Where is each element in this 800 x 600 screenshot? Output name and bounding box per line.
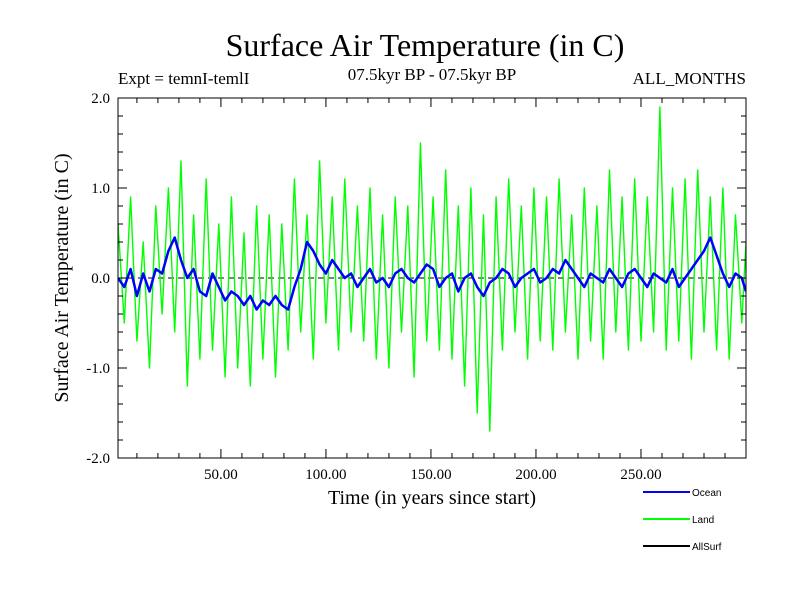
chart-subtitle-experiment: Expt = temnI-temlI bbox=[118, 69, 250, 88]
x-tick-label: 250.00 bbox=[620, 467, 661, 483]
y-tick-label: -2.0 bbox=[86, 451, 110, 467]
x-tick-label: 100.00 bbox=[305, 467, 346, 483]
x-tick-label: 150.00 bbox=[410, 467, 451, 483]
y-axis-label: Surface Air Temperature (in C) bbox=[51, 153, 73, 402]
y-tick-label: 2.0 bbox=[91, 91, 110, 107]
y-tick-label: 1.0 bbox=[91, 181, 110, 197]
x-tick-label: 50.00 bbox=[204, 467, 238, 483]
legend-label-allsurf: AllSurf bbox=[692, 542, 722, 553]
legend-label-ocean: Ocean bbox=[692, 488, 721, 499]
series-line-ocean bbox=[118, 236, 746, 311]
chart-subtitle-period: 07.5kyr BP - 07.5kyr BP bbox=[348, 65, 516, 84]
chart-subtitle-months: ALL_MONTHS bbox=[633, 69, 746, 88]
x-axis-label: Time (in years since start) bbox=[328, 487, 536, 509]
series-line-land bbox=[118, 106, 746, 432]
y-tick-label: 0.0 bbox=[91, 271, 110, 287]
chart-title: Surface Air Temperature (in C) bbox=[226, 27, 625, 63]
legend-label-land: Land bbox=[692, 515, 714, 526]
y-tick-label: -1.0 bbox=[86, 361, 110, 377]
x-tick-label: 200.00 bbox=[515, 467, 556, 483]
